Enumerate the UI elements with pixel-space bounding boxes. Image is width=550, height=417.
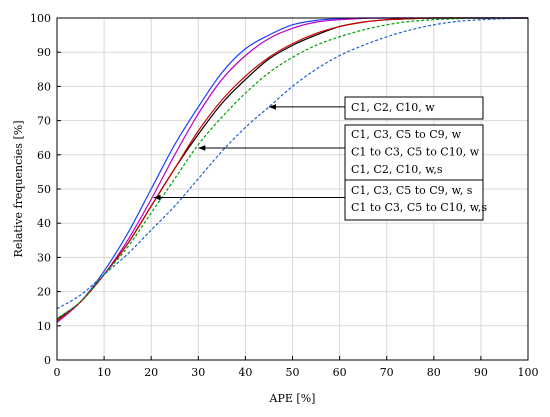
y-tick-label: 50 (37, 183, 51, 196)
x-tick-label: 50 (286, 366, 300, 379)
y-tick-label: 10 (37, 320, 51, 333)
y-tick-label: 30 (37, 251, 51, 264)
x-tick-label: 60 (333, 366, 347, 379)
y-tick-label: 0 (44, 354, 51, 367)
annotation-box-1: C1, C2, C10, w (268, 96, 484, 120)
annotation-text: C1, C3, C5 to C9, w, s (351, 184, 473, 197)
series-line-6 (56, 17, 529, 310)
y-tick-label: 20 (37, 286, 51, 299)
annotation-text: C1 to C3, C5 to C10, w (351, 146, 480, 159)
annotation-text: C1 to C3, C5 to C10, w,s (351, 201, 487, 214)
annotation-box-3: C1, C3, C5 to C9, w, s C1 to C3, C5 to C1… (153, 179, 487, 221)
annotation-text: C1, C2, C10, w (351, 101, 435, 114)
annotation-frame (344, 124, 484, 184)
series-line-5 (56, 17, 529, 320)
x-tick-label: 20 (144, 366, 158, 379)
x-tick-label: 0 (54, 366, 61, 379)
tick-marks (56, 17, 529, 361)
x-tick-label: 10 (97, 366, 111, 379)
x-tick-label: 30 (191, 366, 205, 379)
y-tick-labels: 0 10 20 30 40 50 60 70 80 90 100 (30, 12, 51, 367)
annotation-text: C1, C2, C10, w,s (351, 163, 443, 176)
y-tick-label: 100 (30, 12, 51, 25)
y-tick-label: 60 (37, 149, 51, 162)
x-tick-label: 40 (238, 366, 252, 379)
y-tick-label: 80 (37, 80, 51, 93)
annotation-box-2: C1, C3, C5 to C9, w C1 to C3, C5 to C10, … (198, 124, 484, 184)
x-tick-label: 70 (380, 366, 394, 379)
annotation-text: C1, C3, C5 to C9, w (351, 128, 462, 141)
y-axis-title: Relative frequencies [%] (12, 121, 25, 258)
x-tick-label: 90 (474, 366, 488, 379)
y-tick-label: 90 (37, 46, 51, 59)
annotation-frame (344, 96, 484, 120)
y-tick-label: 70 (37, 115, 51, 128)
annotation-frame (344, 179, 484, 221)
y-tick-label: 40 (37, 217, 51, 230)
x-axis-title: APE [%] (269, 392, 316, 405)
annotations: C1, C2, C10, w C1, C3, C5 to C9, w C1 to C… (153, 96, 487, 221)
x-tick-label: 100 (518, 366, 539, 379)
series-line-4 (56, 17, 528, 322)
x-tick-label: 80 (427, 366, 441, 379)
x-tick-labels: 0 10 20 30 40 50 60 70 80 90 100 (54, 366, 539, 379)
